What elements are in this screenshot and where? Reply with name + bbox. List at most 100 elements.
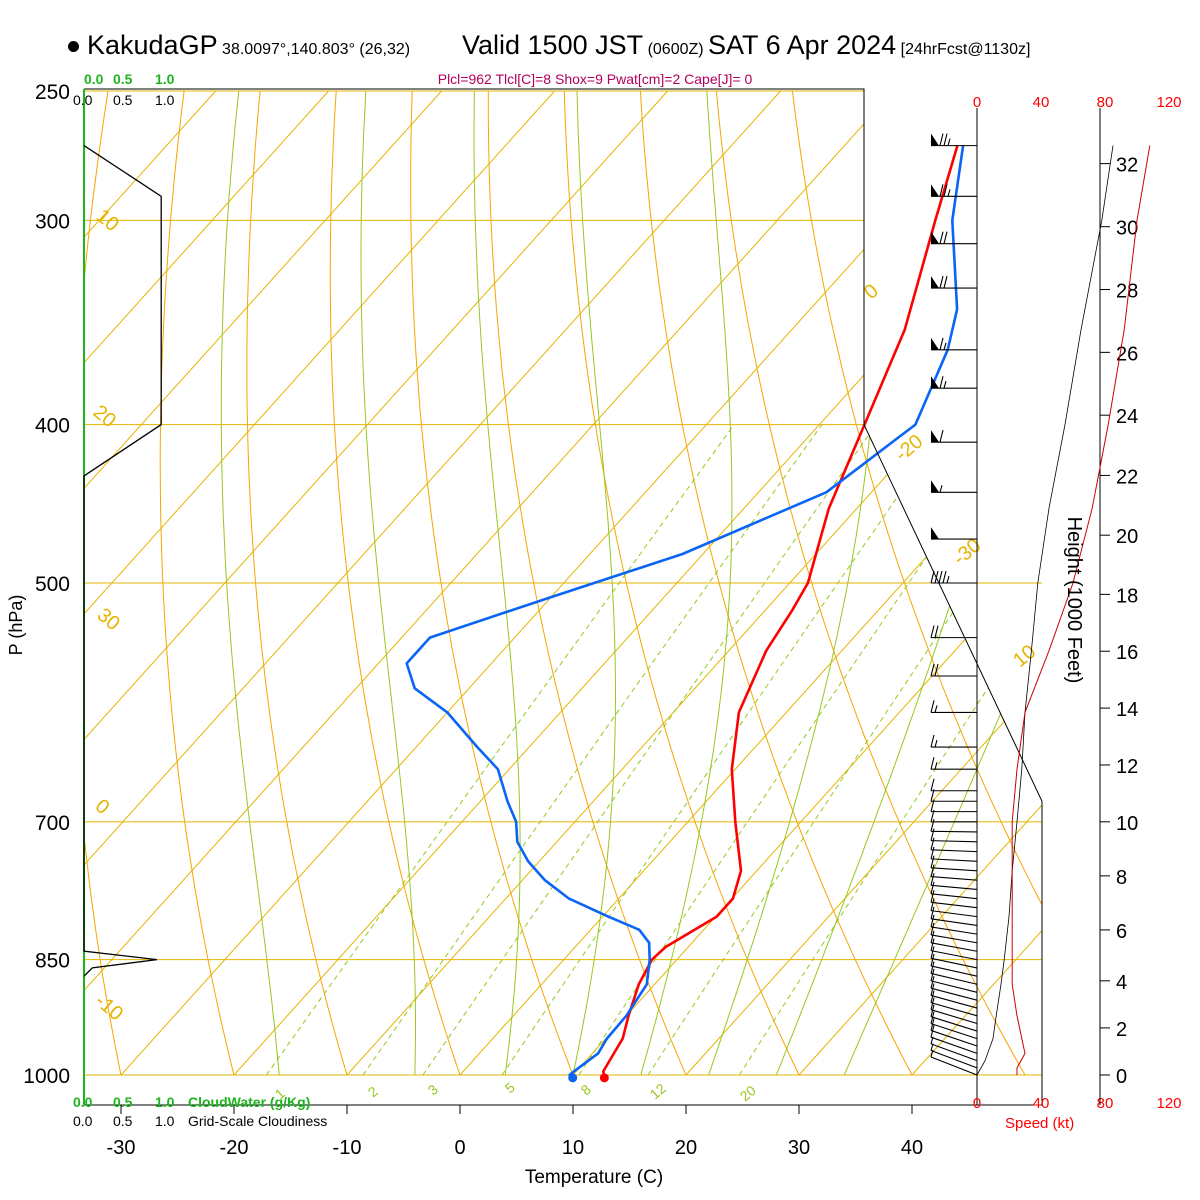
wind-barb: [931, 527, 977, 540]
temperature-tick-label: 0: [454, 1137, 465, 1159]
cloudiness-top-tick-2: 1.0: [155, 92, 175, 108]
moist-adiabat-line: [220, 90, 280, 1076]
wind-barb-full: [930, 898, 935, 911]
wind-barb-half: [939, 485, 943, 493]
wind-barb-full: [930, 828, 935, 841]
wind-barb-full: [930, 734, 935, 748]
wind-barb: [930, 1018, 978, 1047]
wind-barb-staff: [930, 1009, 978, 1025]
wind-barb-staff: [930, 1056, 978, 1076]
dry-adiabat-line: [246, 90, 348, 1076]
pressure-tick-label: 500: [35, 573, 70, 596]
wind-barb: [931, 133, 977, 147]
valid-date: SAT 6 Apr 2024: [708, 30, 897, 60]
wind-barb-staff: [930, 876, 978, 881]
isotherm-label: -10: [91, 990, 127, 1025]
wind-barb-half: [947, 189, 951, 197]
wind-barb-full: [930, 968, 935, 982]
moist-adiabat-line: [572, 90, 616, 1076]
wind-barb-full: [939, 430, 944, 443]
wind-barb-full: [934, 570, 939, 584]
panel-mask: [864, 89, 1200, 822]
wind-barb-staff: [930, 957, 978, 969]
temperature-tick-label: 30: [788, 1137, 810, 1159]
wind-barb-full: [943, 184, 948, 197]
wind-barb-full: [934, 625, 939, 638]
wind-barb-staff: [930, 1036, 978, 1054]
wind-barb: [930, 570, 977, 584]
height-tick-label: 16: [1116, 642, 1138, 664]
wind-barb: [931, 184, 977, 197]
wind-barb-staff: [930, 884, 978, 891]
isotherm-label: 10: [92, 205, 123, 236]
moist-adiabat-line: [473, 90, 521, 1076]
wind-barb-staff: [930, 1049, 978, 1069]
height-tick-label: 32: [1116, 155, 1138, 177]
wind-barb-pennant: [931, 184, 939, 197]
wind-bottom-tick-label: 80: [1097, 1095, 1114, 1112]
wind-bottom-tick-label: 120: [1156, 1095, 1181, 1112]
x-axis-label: Temperature (C): [525, 1167, 663, 1188]
wind-barb-full: [930, 570, 935, 584]
wind-barb-staff: [930, 910, 978, 918]
wind-barb-staff: [930, 893, 978, 900]
wind-barb-full: [930, 663, 935, 677]
wind-barb-pennant: [931, 276, 939, 289]
wind-top-tick-label: 40: [1033, 94, 1050, 111]
pressure-tick-label: 1000: [23, 1065, 70, 1088]
pressure-tick-label: 850: [35, 950, 70, 973]
wind-barb: [930, 922, 978, 944]
wind-top-tick-label: 80: [1097, 94, 1114, 111]
wind-barb-full: [930, 983, 935, 996]
wind-barb: [930, 906, 978, 926]
wind-barb: [930, 846, 978, 862]
wind-barb-full: [930, 855, 935, 868]
cloudiness-bottom-tick-0: 0.0: [73, 1113, 93, 1129]
wind-barb-staff: [930, 849, 978, 853]
wind-barb: [930, 953, 978, 977]
wind-barb-half: [934, 705, 938, 713]
wind-barb: [930, 976, 978, 1001]
wind-barb: [930, 881, 978, 900]
valid-zulu: (0600Z): [647, 41, 704, 58]
cloudwater-top-tick-2: 1.0: [155, 71, 175, 87]
wind-barb-full: [934, 663, 939, 677]
height-tick-label: 6: [1116, 921, 1127, 943]
wind-barb-pennant: [931, 231, 939, 244]
cloudiness-top-tick-1: 0.5: [113, 92, 133, 108]
isotherm-label: 0: [91, 795, 114, 819]
cloudiness-top-tick-0: 0.0: [73, 92, 93, 108]
wind-barb-full: [930, 906, 935, 919]
valid-time: Valid 1500 JST: [462, 30, 644, 60]
height-wind-profile: [1011, 145, 1151, 1075]
wind-barb: [930, 938, 978, 961]
mixing-ratio-line: [265, 424, 735, 1076]
height-tick-label: 4: [1116, 972, 1127, 994]
wind-barb-full: [930, 997, 935, 1010]
wind-barb-full: [930, 961, 935, 974]
temperature-tick-label: -20: [220, 1137, 249, 1159]
wind-barb: [930, 983, 978, 1009]
height-tick-label: 20: [1116, 526, 1138, 548]
moist-adiabat-line: [640, 90, 733, 1076]
wind-barb-full: [930, 914, 935, 928]
wind-barb-full: [939, 133, 944, 146]
wind-barb: [931, 337, 977, 351]
wind-barb: [930, 961, 978, 985]
height-tick-label: 18: [1116, 585, 1138, 607]
wind-barb-staff: [930, 1029, 978, 1047]
forecast-info: [24hrFcst@1130z]: [900, 41, 1031, 58]
wind-barb: [931, 275, 977, 289]
height-tick-label: 12: [1116, 756, 1138, 778]
wind-barb-full: [930, 837, 935, 850]
wind-speed-label: Speed (kt): [1005, 1115, 1074, 1132]
wind-barb: [930, 873, 978, 891]
isotherm-line: [798, 804, 1042, 1076]
isotherm-label: 20: [89, 401, 120, 432]
cloudwater-top-tick-1: 0.5: [113, 71, 133, 87]
pressure-tick-label: 300: [35, 210, 70, 233]
wind-bottom-tick-label: 40: [1033, 1095, 1050, 1112]
